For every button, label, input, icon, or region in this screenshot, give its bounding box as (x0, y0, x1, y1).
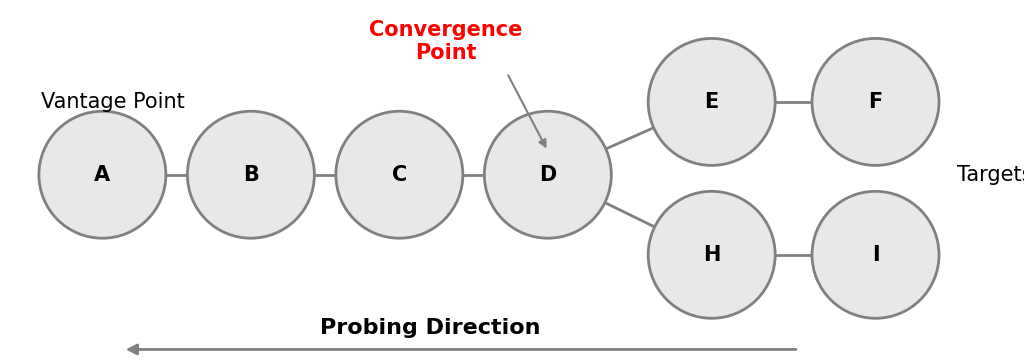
Ellipse shape (648, 39, 775, 165)
Ellipse shape (812, 39, 939, 165)
Text: Vantage Point: Vantage Point (41, 92, 184, 112)
Text: Convergence
Point: Convergence Point (369, 20, 522, 63)
Text: D: D (540, 165, 556, 185)
Text: Targets: Targets (957, 165, 1024, 185)
Text: A: A (94, 165, 111, 185)
Ellipse shape (648, 191, 775, 318)
Text: H: H (703, 245, 720, 265)
Text: I: I (871, 245, 880, 265)
Ellipse shape (812, 191, 939, 318)
Ellipse shape (336, 111, 463, 238)
Text: Probing Direction: Probing Direction (319, 318, 541, 337)
Ellipse shape (39, 111, 166, 238)
Text: C: C (392, 165, 407, 185)
Ellipse shape (484, 111, 611, 238)
Text: B: B (243, 165, 259, 185)
Text: F: F (868, 92, 883, 112)
Ellipse shape (187, 111, 314, 238)
Text: E: E (705, 92, 719, 112)
